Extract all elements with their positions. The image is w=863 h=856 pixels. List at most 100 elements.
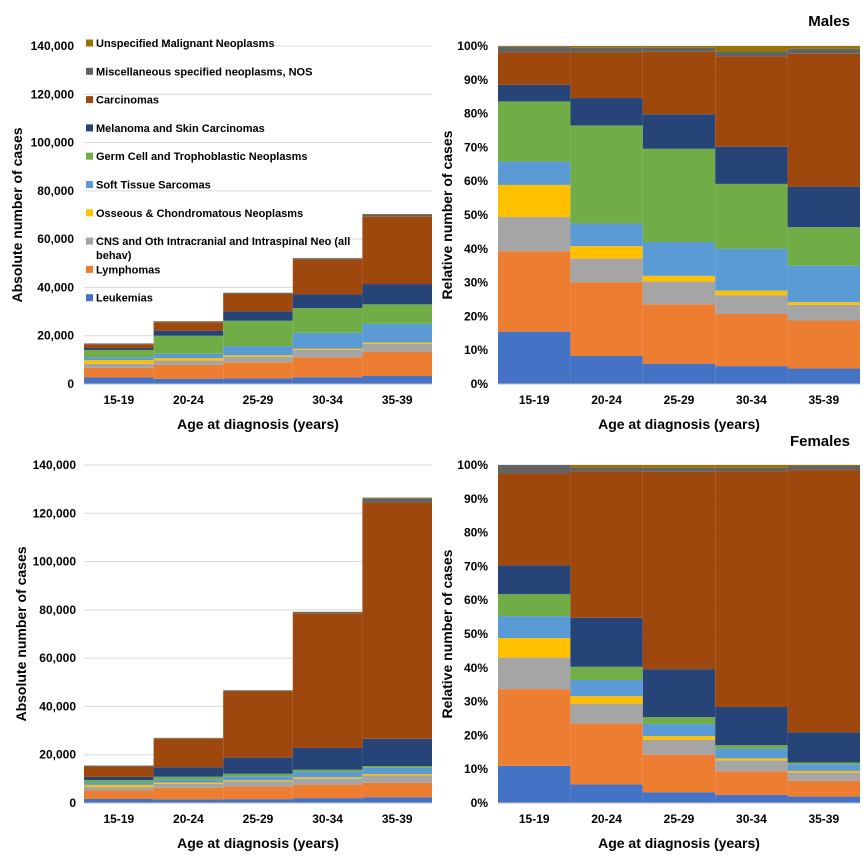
bar-segment-leukemias — [570, 355, 643, 384]
bar-segment-carcinomas — [498, 473, 571, 566]
chart-legend: Unspecified Malignant Neoplasms Miscellan… — [86, 38, 350, 305]
bar-segment-cns — [715, 295, 788, 315]
bar-segment-cns — [292, 349, 363, 358]
bar-segment-cns — [787, 304, 860, 321]
bar-segment-misc — [153, 738, 224, 739]
x-tick-label: 35-39 — [382, 812, 413, 826]
y-tick-label: 140,000 — [33, 458, 77, 472]
females-absolute-chart: 0 20,000 40,000 60,000 80,000 100,000 120,000 1… — [13, 458, 432, 851]
x-tick-label: 30-34 — [736, 812, 767, 826]
bar-segment-melanoma — [642, 114, 716, 149]
y-tick-label: 100,000 — [33, 555, 77, 569]
y-tick-label: 40,000 — [39, 699, 76, 713]
bar-segment-osseous — [292, 777, 363, 779]
bar-segment-softtissue — [642, 723, 716, 737]
bar-segment-softtissue — [153, 353, 224, 359]
bar-segment-misc — [642, 47, 716, 52]
y-tick-label: 0 — [69, 796, 76, 810]
bar-segment-lymphomas — [498, 689, 571, 766]
bar-segment-unspecified — [570, 46, 643, 48]
bar-segment-misc — [642, 467, 716, 472]
bar-segment-cns — [570, 258, 643, 283]
legend-label: Leukemias — [96, 293, 153, 305]
bar-segment-carcinomas — [153, 738, 224, 768]
bar-segment-misc — [570, 467, 643, 472]
legend-swatch — [86, 96, 93, 104]
x-axis-title: Age at diagnosis (years) — [177, 835, 339, 851]
bar-segment-germcell — [715, 183, 788, 249]
y-tick-label: 40,000 — [37, 280, 74, 294]
x-tick-label: 25-29 — [664, 812, 695, 826]
bar-segment-germcell — [223, 773, 293, 777]
bar-segment-germcell — [292, 308, 363, 333]
bar-segment-melanoma — [153, 330, 224, 336]
bar-segment-carcinomas — [292, 259, 363, 295]
bar-segment-melanoma — [223, 311, 293, 321]
bar-segment-germcell — [362, 304, 432, 324]
bar-segment-cns — [84, 787, 154, 791]
y-tick-label: 80% — [464, 526, 488, 540]
legend-label: CNS and Oth Intracranial and Intraspinal… — [96, 236, 350, 248]
bar-segment-germcell — [787, 227, 860, 266]
y-tick-label: 60% — [464, 593, 488, 607]
bar-segment-osseous — [715, 758, 788, 761]
legend-swatch — [86, 294, 93, 302]
bar-segment-softtissue — [642, 242, 716, 276]
bar-segment-lymphomas — [715, 771, 788, 795]
bar-segment-lymphomas — [292, 357, 363, 378]
bar-segment-leukemias — [153, 799, 224, 803]
bar-segment-cns — [642, 739, 716, 755]
y-tick-label: 40% — [464, 661, 488, 675]
bar-segment-germcell — [84, 349, 154, 358]
bar-segment-unspecified — [787, 46, 860, 49]
y-tick-label: 30% — [464, 695, 488, 709]
bar-segment-germcell — [498, 101, 571, 162]
bar-segment-leukemias — [362, 797, 432, 803]
y-tick-label: 20% — [464, 728, 488, 742]
y-tick-label: 20,000 — [37, 329, 74, 343]
bar-segment-lymphomas — [84, 367, 154, 378]
bar-segment-misc — [362, 214, 432, 217]
bar-segment-melanoma — [362, 738, 432, 767]
y-tick-label: 60,000 — [39, 651, 76, 665]
bar-segment-melanoma — [715, 146, 788, 184]
bar-segment-lymphomas — [570, 723, 643, 785]
bar-segment-cns — [362, 775, 432, 783]
bar-segment-leukemias — [642, 363, 716, 384]
bar-segment-melanoma — [498, 565, 571, 595]
bar-segment-osseous — [787, 770, 860, 773]
bar-segment-softtissue — [153, 779, 224, 783]
bar-segment-germcell — [223, 320, 293, 347]
bar-segment-lymphomas — [153, 364, 224, 379]
y-tick-label: 20% — [464, 309, 488, 323]
legend-swatch — [86, 67, 93, 75]
bar-segment-misc — [84, 343, 154, 345]
bar-segment-lymphomas — [362, 782, 432, 798]
legend-label: Osseous & Chondromatous Neoplasms — [96, 208, 303, 220]
bar-segment-leukemias — [292, 798, 363, 803]
legend-swatch — [86, 39, 93, 47]
bar-segment-leukemias — [223, 378, 293, 384]
x-tick-label: 20-24 — [173, 812, 204, 826]
bar-segment-cns — [498, 657, 571, 690]
x-tick-label: 15-19 — [519, 812, 550, 826]
bar-segment-carcinomas — [642, 471, 716, 670]
bar-segment-melanoma — [84, 776, 154, 781]
bar-segment-lymphomas — [715, 314, 788, 367]
x-tick-label: 25-29 — [664, 393, 695, 407]
y-axis-title: Relative number of cases — [439, 549, 455, 718]
bar-segment-cns — [223, 356, 293, 363]
bar-segment-carcinomas — [787, 470, 860, 733]
bar-segment-lymphomas — [223, 786, 293, 800]
x-tick-label: 35-39 — [382, 393, 413, 407]
y-tick-label: 90% — [464, 492, 488, 506]
bar-segment-unspecified — [715, 46, 788, 52]
bar-segment-cns — [787, 772, 860, 781]
bar-segment-unspecified — [570, 465, 643, 468]
bar-segment-cns — [570, 703, 643, 724]
bar-segment-germcell — [362, 766, 432, 768]
y-tick-label: 30% — [464, 276, 488, 290]
legend-label: behav) — [96, 250, 132, 262]
y-tick-label: 80% — [464, 107, 488, 121]
bar-segment-melanoma — [570, 98, 643, 126]
